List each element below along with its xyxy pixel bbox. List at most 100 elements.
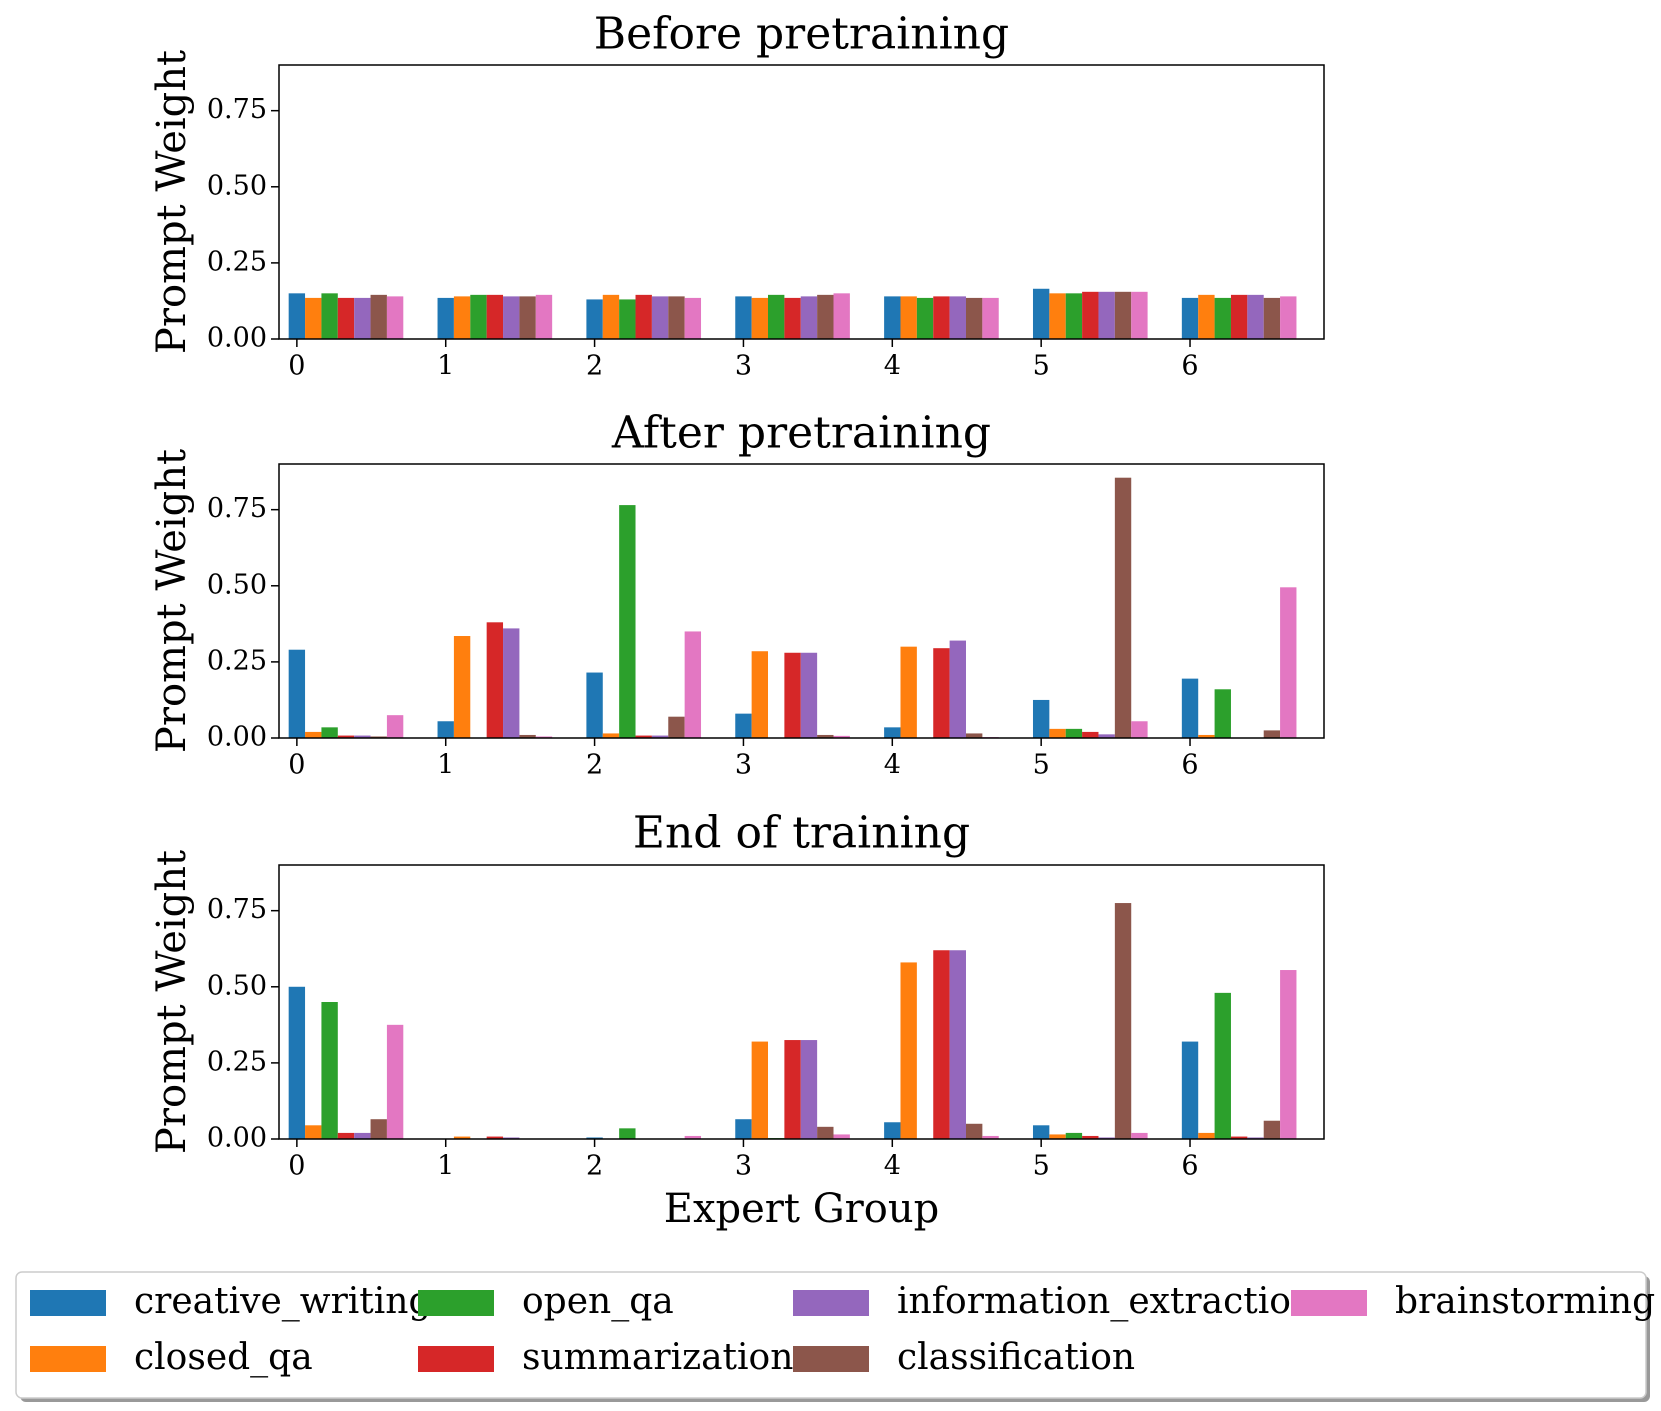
x-tick-label: 4	[884, 750, 901, 781]
y-tick-label: 0.00	[207, 722, 267, 753]
bar	[1214, 297, 1231, 339]
y-tick-label: 0.00	[207, 323, 267, 354]
bar	[784, 297, 801, 339]
x-tick-label: 6	[1181, 1151, 1198, 1182]
bar	[321, 1002, 338, 1139]
legend-label: closed_qa	[134, 1337, 313, 1378]
bar	[1198, 734, 1215, 738]
legend-swatch	[1291, 1290, 1367, 1316]
bar	[337, 297, 355, 339]
legend-label: information_extraction	[897, 1281, 1314, 1322]
bar	[684, 631, 702, 738]
y-axis-label: Prompt Weight	[149, 449, 195, 753]
bar	[370, 736, 387, 738]
bar	[354, 1132, 371, 1139]
bar	[453, 1136, 471, 1139]
bar	[437, 297, 454, 339]
bar	[684, 297, 702, 339]
bar	[1114, 291, 1132, 339]
bar	[735, 296, 752, 339]
x-tick-label: 1	[437, 1151, 454, 1182]
y-axis-label: Prompt Weight	[149, 850, 195, 1154]
bar	[833, 293, 850, 339]
bar	[1230, 1136, 1248, 1139]
x-tick-label: 3	[735, 351, 752, 382]
bar	[800, 652, 818, 738]
bar	[735, 1119, 752, 1139]
x-tick-label: 0	[288, 1151, 305, 1182]
legend-swatch	[793, 1346, 869, 1372]
bar	[965, 297, 983, 339]
bar	[635, 735, 652, 738]
x-tick-label: 6	[1181, 351, 1198, 382]
bar	[1131, 1132, 1148, 1139]
bar	[1049, 293, 1066, 339]
bar	[321, 727, 338, 738]
bar	[949, 950, 966, 1139]
bar	[1082, 1135, 1099, 1139]
chart-title: After pretraining	[611, 408, 991, 459]
x-tick-label: 3	[735, 1151, 752, 1182]
bar	[1214, 689, 1231, 738]
bar	[1263, 1120, 1281, 1139]
bar	[288, 293, 306, 339]
chart-title: End of training	[633, 808, 970, 859]
x-tick-label: 5	[1033, 351, 1050, 382]
legend-swatch	[30, 1346, 106, 1372]
bar	[486, 1136, 504, 1139]
axes-frame	[278, 64, 1325, 340]
bar	[602, 733, 620, 738]
bar	[916, 297, 934, 339]
bar	[453, 296, 471, 339]
x-tick-label: 3	[735, 750, 752, 781]
bar	[1181, 678, 1199, 738]
legend-label: brainstorming	[1395, 1281, 1655, 1322]
bar	[288, 986, 306, 1139]
bar	[305, 1125, 322, 1139]
bar	[668, 296, 685, 339]
legend-swatch	[793, 1290, 869, 1316]
axes-frame	[278, 864, 1325, 1140]
bar	[1114, 903, 1132, 1139]
bar	[982, 297, 999, 339]
bar	[1049, 728, 1066, 738]
y-tick-label: 0.25	[207, 1046, 267, 1077]
bar	[503, 628, 520, 738]
bar	[535, 736, 553, 738]
bar	[1198, 1132, 1215, 1139]
bar	[321, 293, 338, 339]
bar	[386, 296, 404, 339]
bar	[933, 296, 950, 339]
legend-label: creative_writing	[134, 1281, 432, 1322]
bar	[900, 646, 917, 738]
x-tick-label: 1	[437, 351, 454, 382]
bar	[1082, 731, 1099, 738]
bar	[751, 1041, 769, 1139]
bar	[586, 1137, 603, 1139]
bar	[1198, 294, 1215, 339]
x-tick-label: 5	[1033, 1151, 1050, 1182]
bar	[535, 294, 553, 339]
x-tick-label: 6	[1181, 750, 1198, 781]
bar	[619, 505, 636, 738]
y-tick-label: 0.00	[207, 1123, 267, 1154]
bar	[503, 296, 520, 339]
bar	[735, 713, 752, 738]
chart-title: Before pretraining	[594, 9, 1009, 60]
bar	[1114, 477, 1132, 738]
bar	[370, 294, 387, 339]
bar	[1098, 1137, 1115, 1139]
bar	[1247, 1137, 1264, 1139]
bar	[1065, 1132, 1083, 1139]
bar	[1247, 294, 1264, 339]
bar	[337, 735, 355, 738]
bar	[602, 294, 620, 339]
x-tick-label: 2	[586, 351, 603, 382]
bar	[1280, 587, 1297, 738]
bar	[651, 735, 669, 738]
x-tick-label: 2	[586, 1151, 603, 1182]
bar	[337, 1132, 355, 1139]
bar	[486, 294, 504, 339]
y-tick-label: 0.50	[207, 569, 267, 600]
bar	[1263, 730, 1281, 738]
